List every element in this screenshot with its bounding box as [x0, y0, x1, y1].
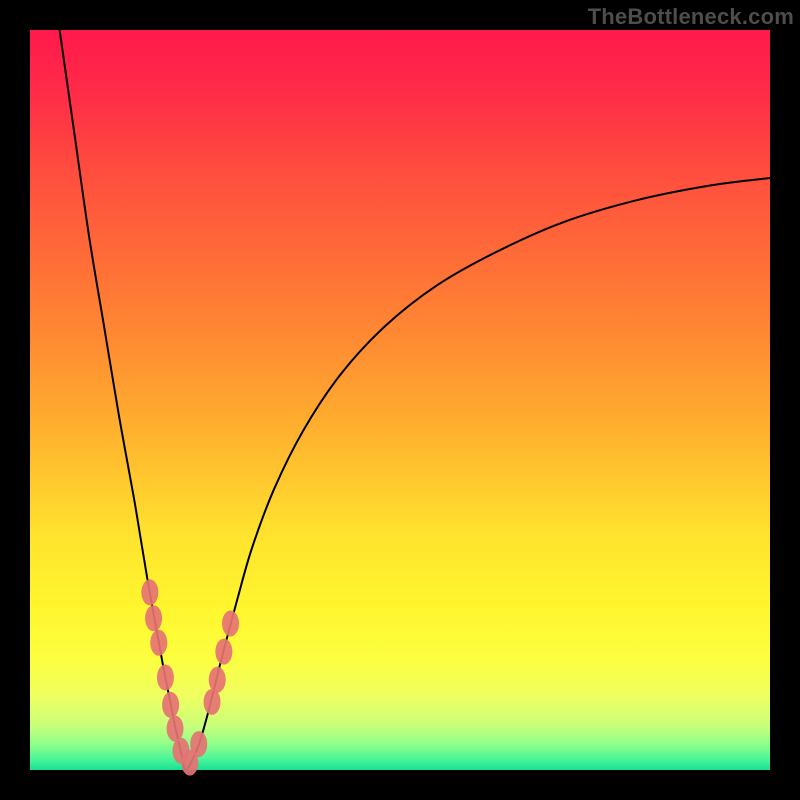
data-marker-0 [141, 579, 158, 605]
chart-container: TheBottleneck.com [0, 0, 800, 800]
data-marker-12 [222, 610, 239, 636]
data-marker-10 [209, 667, 226, 693]
data-marker-2 [150, 630, 167, 656]
data-marker-1 [145, 605, 162, 631]
data-marker-11 [215, 639, 232, 665]
data-marker-4 [162, 692, 179, 718]
chart-svg [0, 0, 800, 800]
data-marker-5 [167, 716, 184, 742]
plot-background [30, 30, 770, 770]
data-marker-3 [157, 665, 174, 691]
data-marker-8 [190, 731, 207, 757]
watermark-text: TheBottleneck.com [588, 4, 794, 30]
data-marker-9 [204, 689, 221, 715]
